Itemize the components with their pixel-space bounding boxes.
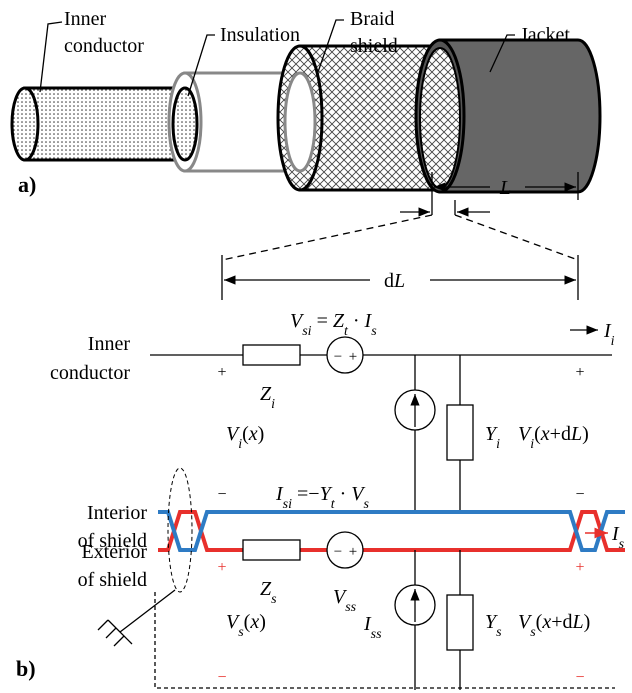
- label-part: ): [582, 423, 589, 445]
- label-part: s: [619, 537, 625, 552]
- label-part: i: [496, 437, 500, 452]
- vi-left-label: Vi(x): [226, 423, 264, 452]
- is-label: Is: [611, 523, 625, 552]
- label-part: ·: [348, 310, 365, 332]
- label-part: i: [271, 397, 275, 412]
- source-sign: −: [334, 349, 342, 365]
- diagram: Inner conductor Insulation Braid shield …: [0, 0, 632, 693]
- label-part: ): [259, 611, 266, 633]
- label-part: si: [302, 324, 311, 339]
- label-part: ss: [345, 600, 356, 615]
- label-part: L: [393, 270, 405, 292]
- source-sign: +: [349, 544, 357, 560]
- sign: +: [217, 559, 226, 576]
- sign: +: [575, 559, 584, 576]
- exterior-label: of shield: [78, 569, 147, 591]
- zs-label: Zs: [260, 578, 277, 607]
- zi-label: Zi: [260, 383, 275, 412]
- label-part: s: [363, 497, 369, 512]
- label-part: ·: [335, 483, 352, 505]
- sign: +: [575, 364, 584, 381]
- label-part: x: [248, 423, 258, 445]
- label-part: L: [570, 423, 582, 445]
- label-part: s: [271, 592, 277, 607]
- inner-conductor-label: conductor: [50, 362, 130, 384]
- sign: −: [217, 669, 226, 686]
- insulation-label: Insulation: [220, 24, 300, 46]
- length-label: L: [499, 177, 511, 199]
- vsi-equation: Vsi = Zt · Is: [290, 310, 377, 339]
- label-part: i: [611, 334, 615, 349]
- sign: +: [217, 364, 226, 381]
- segment-length-label: dL: [384, 270, 405, 292]
- inner-conductor-label: conductor: [64, 35, 144, 57]
- source-sign: −: [334, 544, 342, 560]
- label-part: s: [496, 625, 502, 640]
- cable: [12, 40, 600, 192]
- label-part: L: [572, 611, 584, 633]
- label-part: =−: [292, 483, 320, 505]
- label-part: =: [312, 310, 333, 332]
- iss-label: Iss: [363, 613, 382, 642]
- ys-label: Ys: [485, 611, 502, 640]
- inner-conductor-label: Inner: [88, 333, 131, 355]
- label-part: ss: [371, 627, 382, 642]
- label-part: +d: [550, 423, 571, 445]
- panel-label: a): [18, 172, 36, 197]
- exterior-label: Exterior: [81, 541, 147, 563]
- sign: −: [575, 669, 584, 686]
- label-part: x: [541, 611, 551, 633]
- source-sign: +: [349, 349, 357, 365]
- interior-label: Interior: [87, 502, 147, 524]
- label-part: +d: [551, 611, 572, 633]
- inner-conductor-label: Inner: [64, 8, 107, 30]
- label-part: d: [384, 270, 394, 292]
- label-part: ): [258, 423, 265, 445]
- vs-right-label: Vs(x+dL): [518, 611, 590, 640]
- label-part: s: [371, 324, 377, 339]
- circuit: [98, 330, 625, 690]
- ii-label: Ii: [603, 320, 615, 349]
- isi-equation: Isi =−Yt · Vs: [275, 483, 369, 512]
- label-part: x: [249, 611, 259, 633]
- sign: −: [575, 486, 584, 503]
- label-part: si: [283, 497, 292, 512]
- label-part: x: [540, 423, 550, 445]
- vs-left-label: Vs(x): [226, 611, 266, 640]
- yi-label: Yi: [485, 423, 500, 452]
- sign: −: [217, 486, 226, 503]
- jacket-label: Jacket: [520, 24, 570, 46]
- vss-label: Vss: [333, 586, 357, 615]
- braid-label: Braid: [350, 8, 394, 30]
- vi-right-label: Vi(x+dL): [518, 423, 589, 452]
- braid-label: shield: [350, 35, 398, 57]
- label-part: ): [584, 611, 591, 633]
- panel-label: b): [16, 656, 36, 681]
